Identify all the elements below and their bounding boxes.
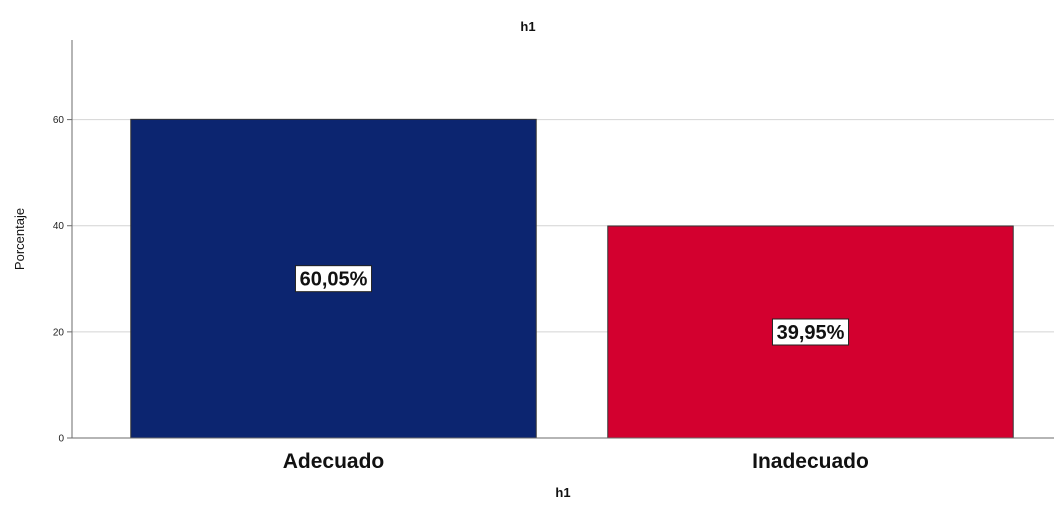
- axis-layer: [71, 40, 1054, 439]
- x-tick-label: Adecuado: [283, 450, 385, 473]
- tick-layer: 0 20 40 60: [53, 115, 72, 445]
- data-label-box: [771, 318, 850, 346]
- data-label-box: [294, 265, 373, 293]
- chart-title: h1: [520, 19, 535, 34]
- y-tick-label: 60: [53, 115, 65, 126]
- data-label-layer: 60,05% 39,95%: [294, 265, 850, 346]
- y-tick-label: 40: [53, 221, 65, 232]
- x-tick-label: Inadecuado: [752, 450, 869, 473]
- y-tick-label: 20: [53, 327, 65, 338]
- y-tick-label: 0: [58, 434, 64, 445]
- data-label-text: 60,05%: [300, 269, 368, 291]
- y-axis-title: Porcentaje: [12, 208, 27, 270]
- x-axis-title: h1: [555, 485, 570, 500]
- data-label-text: 39,95%: [777, 322, 845, 344]
- data-label: 39,95%: [771, 318, 850, 346]
- bar-layer: [130, 118, 1014, 439]
- category-layer: Adecuado Inadecuado: [283, 450, 869, 473]
- data-label: 60,05%: [294, 265, 373, 293]
